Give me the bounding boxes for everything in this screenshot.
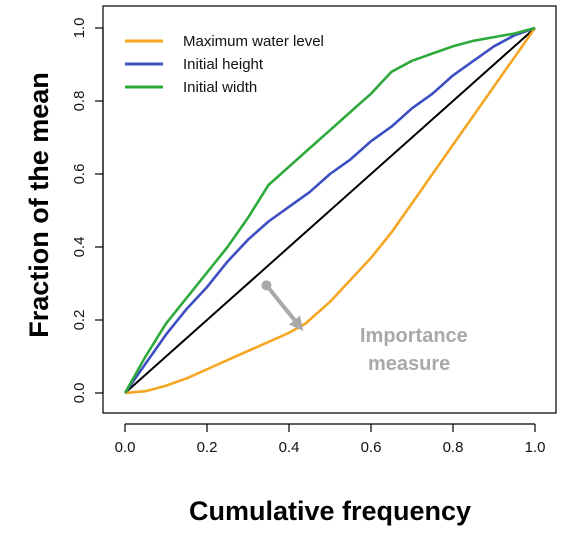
x-tick-label: 1.0 (525, 439, 546, 456)
series-line-initial-width (123, 26, 536, 394)
x-tick-label: 0.8 (443, 439, 464, 456)
annotation-text-line1: Importance (360, 325, 468, 347)
x-tick-label: 0.0 (115, 439, 136, 456)
legend-label-initial-width: Initial width (183, 79, 257, 96)
legend-label-initial-height: Initial height (183, 56, 264, 73)
x-tick-label: 0.4 (279, 439, 300, 456)
y-tick-label: 1.0 (71, 18, 88, 39)
y-tick-label: 0.0 (71, 383, 88, 404)
annotation-arrow (264, 284, 297, 322)
series-layer (123, 26, 537, 395)
y-axis: 0.0 0.2 0.4 0.6 0.8 1.0 (71, 18, 104, 404)
plot-area: Importance measure (102, 5, 557, 414)
annotation-text-line2: measure (368, 353, 450, 375)
legend-label-maximum-water-level: Maximum water level (183, 33, 324, 50)
y-tick-label: 0.2 (71, 310, 88, 331)
annotation-arrowhead (289, 315, 304, 331)
series-line-reference-diagonal (124, 27, 536, 394)
y-tick-label: 0.4 (71, 237, 88, 258)
series-line-maximum-water-level (124, 27, 537, 395)
annotation: Importance measure (261, 280, 468, 375)
series-line-initial-height (123, 26, 536, 394)
x-axis: 0.0 0.2 0.4 0.6 0.8 1.0 (115, 423, 546, 456)
annotation-arrow-origin (261, 280, 272, 291)
y-tick-label: 0.8 (71, 91, 88, 112)
y-axis-title: Fraction of the mean (24, 72, 54, 338)
legend: Maximum water level Initial height Initi… (125, 33, 324, 96)
x-tick-label: 0.6 (361, 439, 382, 456)
x-tick-label: 0.2 (197, 439, 218, 456)
x-axis-title: Cumulative frequency (189, 496, 471, 526)
y-tick-label: 0.6 (71, 164, 88, 185)
